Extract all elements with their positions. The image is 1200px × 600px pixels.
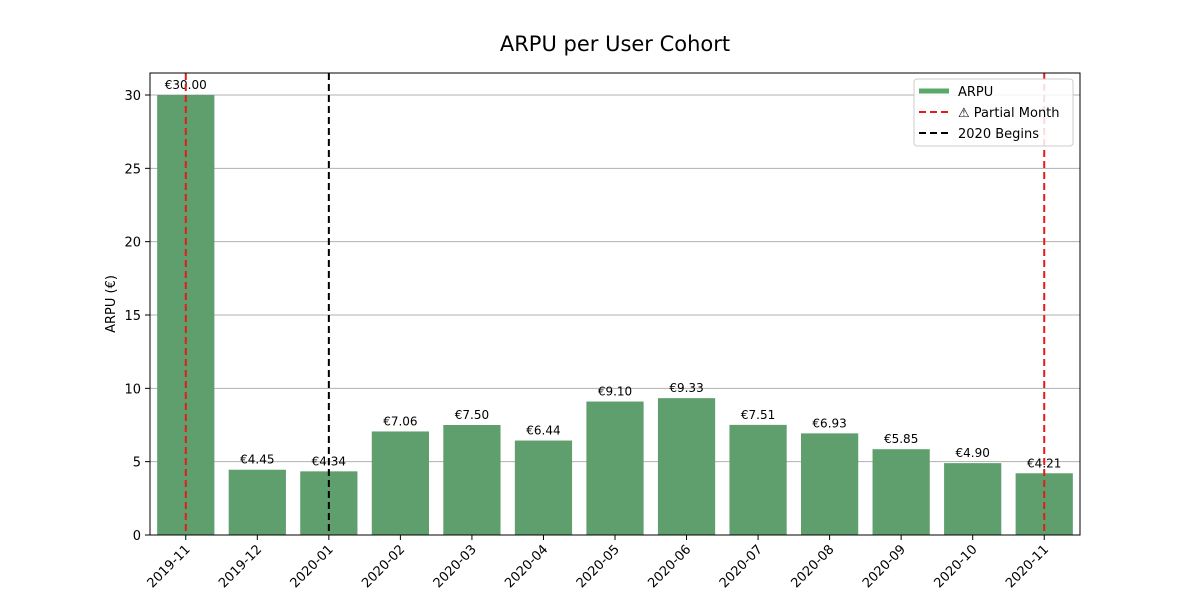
x-tick-label-2020-10: 2020-10 — [931, 542, 980, 591]
bar-2020-02 — [371, 431, 429, 535]
x-tick-label-2020-07: 2020-07 — [717, 542, 766, 591]
bar-2020-08 — [801, 433, 859, 535]
data-label-2020-07: €7.51 — [741, 408, 775, 422]
y-tick-label: 20 — [124, 236, 141, 251]
legend-label-2: 2020 Begins — [958, 127, 1039, 142]
x-tick-label-2020-06: 2020-06 — [645, 542, 694, 591]
bar-2019-12 — [228, 469, 286, 535]
y-tick-label: 15 — [124, 309, 141, 324]
bar-2020-06 — [657, 398, 716, 535]
data-label-2020-09: €5.85 — [884, 432, 918, 446]
bar-2020-07 — [729, 424, 787, 535]
bar-2020-05 — [586, 401, 644, 535]
data-label-2020-10: €4.90 — [956, 446, 990, 460]
bar-2020-10 — [944, 463, 1002, 535]
bar-2020-09 — [872, 449, 930, 535]
x-tick-label-2020-03: 2020-03 — [431, 542, 480, 591]
bar-2020-03 — [443, 425, 501, 535]
x-tick-label-2020-09: 2020-09 — [860, 542, 909, 591]
legend-label-1: ⚠ Partial Month — [958, 106, 1060, 121]
data-label-2020-04: €6.44 — [526, 424, 560, 438]
y-tick-label: 0 — [133, 529, 141, 544]
data-label-2020-05: €9.10 — [598, 385, 632, 399]
data-label-2020-03: €7.50 — [455, 408, 489, 422]
data-label-2019-12: €4.45 — [240, 453, 274, 467]
legend: ARPU ⚠ Partial Month 2020 Begins — [913, 78, 1074, 147]
data-label-2020-08: €6.93 — [812, 416, 846, 430]
y-tick-label: 30 — [124, 89, 141, 104]
legend-box — [913, 78, 1074, 147]
x-tick-label-2020-05: 2020-05 — [574, 542, 623, 591]
plot-area: €30.00€4.45€4.34€7.06€7.50€6.44€9.10€9.3… — [124, 72, 1081, 591]
x-tick-label-2019-12: 2019-12 — [216, 542, 265, 591]
x-tick-label-2020-02: 2020-02 — [359, 542, 408, 591]
x-tick-label-2019-11: 2019-11 — [145, 542, 194, 591]
bar-2020-04 — [514, 440, 573, 535]
x-tick-label-2020-01: 2020-01 — [288, 542, 337, 591]
chart-title: ARPU per User Cohort — [500, 32, 730, 56]
y-tick-label: 25 — [124, 162, 141, 177]
legend-label-0: ARPU — [958, 85, 993, 100]
x-tick-label-2020-04: 2020-04 — [502, 542, 551, 591]
y-tick-label: 5 — [133, 456, 141, 471]
y-axis-title: ARPU (€) — [104, 275, 119, 333]
data-label-2020-06: €9.33 — [669, 381, 703, 395]
x-tick-label-2020-08: 2020-08 — [788, 542, 837, 591]
x-tick-label-2020-11: 2020-11 — [1003, 542, 1052, 591]
y-tick-label: 10 — [124, 382, 141, 397]
data-label-2020-02: €7.06 — [383, 414, 417, 428]
